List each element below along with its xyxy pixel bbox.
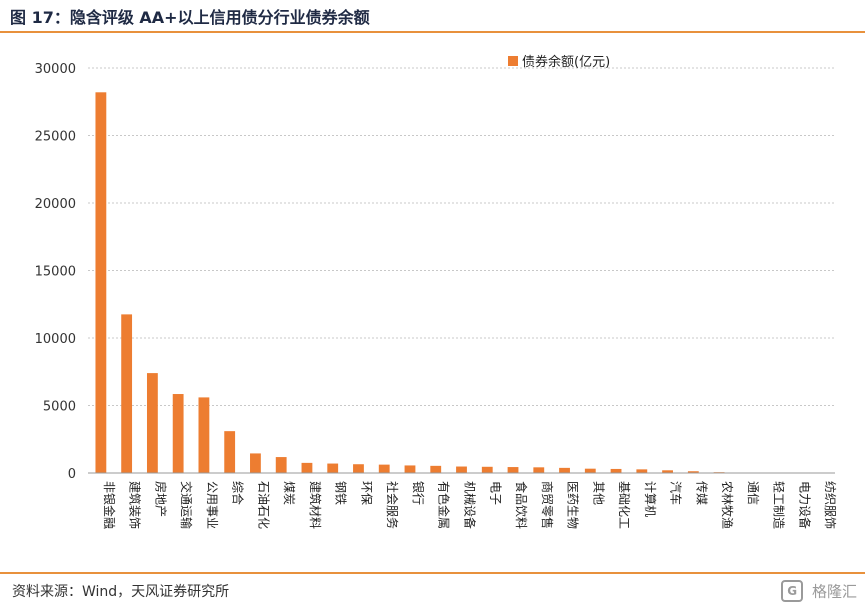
- x-category-label: 建筑材料: [308, 481, 323, 529]
- x-category-label: 社会服务: [385, 481, 400, 529]
- x-category-label: 银行: [411, 481, 425, 505]
- x-category-label: 电力设备: [797, 481, 811, 529]
- bar: [507, 467, 519, 473]
- watermark: G 格隆汇: [781, 580, 857, 602]
- x-category-label: 煤炭: [282, 481, 296, 505]
- bar: [198, 397, 210, 473]
- x-category-label: 电子: [488, 481, 502, 505]
- bar: [327, 463, 339, 473]
- x-category-label: 建筑装饰: [128, 481, 143, 529]
- y-tick-label: 0: [68, 467, 76, 482]
- y-tick-label: 15000: [35, 265, 76, 280]
- watermark-logo-icon: G: [781, 580, 804, 602]
- bar: [404, 465, 416, 473]
- bar: [250, 453, 261, 473]
- bar: [533, 467, 545, 473]
- x-category-label: 综合: [231, 481, 246, 505]
- y-tick-label: 20000: [35, 197, 76, 212]
- bar: [301, 462, 313, 473]
- watermark-text: 格隆汇: [811, 582, 857, 601]
- y-axis-ticks: 0 5000 10000 15000 20000 25000 30000: [35, 62, 76, 482]
- x-category-label: 有色金属: [437, 481, 452, 529]
- legend: 债券余额(亿元): [508, 54, 610, 70]
- y-tick-label: 25000: [35, 130, 76, 145]
- bar: [559, 467, 570, 473]
- y-tick-label: 10000: [35, 332, 76, 347]
- figure-title: 图 17：隐含评级 AA+以上信用债分行业债券余额: [10, 8, 370, 27]
- x-category-label: 食品饮料: [514, 481, 529, 529]
- x-category-label: 纺织服饰: [823, 481, 837, 529]
- x-category-label: 通信: [746, 481, 760, 505]
- bar: [172, 394, 184, 473]
- title-divider: [0, 31, 865, 33]
- x-category-label: 非银金融: [102, 481, 117, 529]
- legend-swatch: [508, 56, 518, 66]
- bar: [146, 373, 158, 473]
- bar: [456, 466, 467, 473]
- bar: [430, 465, 442, 473]
- y-tick-label: 5000: [43, 400, 76, 415]
- x-category-label: 基础化工: [617, 481, 631, 529]
- x-category-label: 商贸零售: [540, 481, 555, 529]
- bar: [95, 92, 107, 474]
- bar: [636, 469, 648, 473]
- bar: [224, 431, 236, 473]
- x-category-label: 农林牧渔: [720, 481, 734, 529]
- bar: [610, 468, 622, 473]
- footer-divider: [0, 572, 865, 574]
- y-tick-label: 30000: [35, 62, 76, 77]
- x-category-label: 石油石化: [256, 481, 270, 529]
- bar-chart: 0 5000 10000 15000 20000 25000 30000 非银金融 建筑装饰房…: [35, 54, 837, 529]
- bar: [481, 466, 493, 473]
- x-category-label: 钢铁: [334, 481, 348, 505]
- x-category-label: 轻工制造: [772, 481, 786, 529]
- bar: [378, 464, 390, 473]
- legend-label: 债券余额(亿元): [522, 54, 610, 70]
- gridlines: [88, 67, 835, 406]
- bar: [121, 314, 133, 473]
- source-note: 资料来源：Wind，天风证券研究所: [12, 584, 230, 600]
- x-category-label: 交通运输: [179, 481, 194, 529]
- x-category-label: 医药生物: [566, 481, 580, 529]
- bar: [275, 457, 287, 473]
- x-category-label: 环保: [359, 481, 373, 505]
- bar: [687, 471, 699, 473]
- bars: [95, 92, 828, 474]
- x-category-label: 其他: [591, 481, 605, 505]
- x-axis-category-labels: 非银金融 建筑装饰 房地产 交通运输 公用事业 综合 石油石化 煤炭 建筑材料 钢铁 环保 社会服务银…: [102, 481, 837, 529]
- bar: [584, 468, 596, 473]
- bar: [662, 470, 673, 473]
- x-category-label: 公用事业: [205, 481, 219, 529]
- x-category-label: 汽车: [669, 481, 684, 505]
- x-category-label: 计算机: [643, 481, 658, 517]
- x-category-label: 房地产: [153, 481, 168, 517]
- x-category-label: 机械设备: [463, 481, 478, 529]
- bar: [353, 464, 364, 473]
- x-category-label: 传媒: [694, 481, 709, 505]
